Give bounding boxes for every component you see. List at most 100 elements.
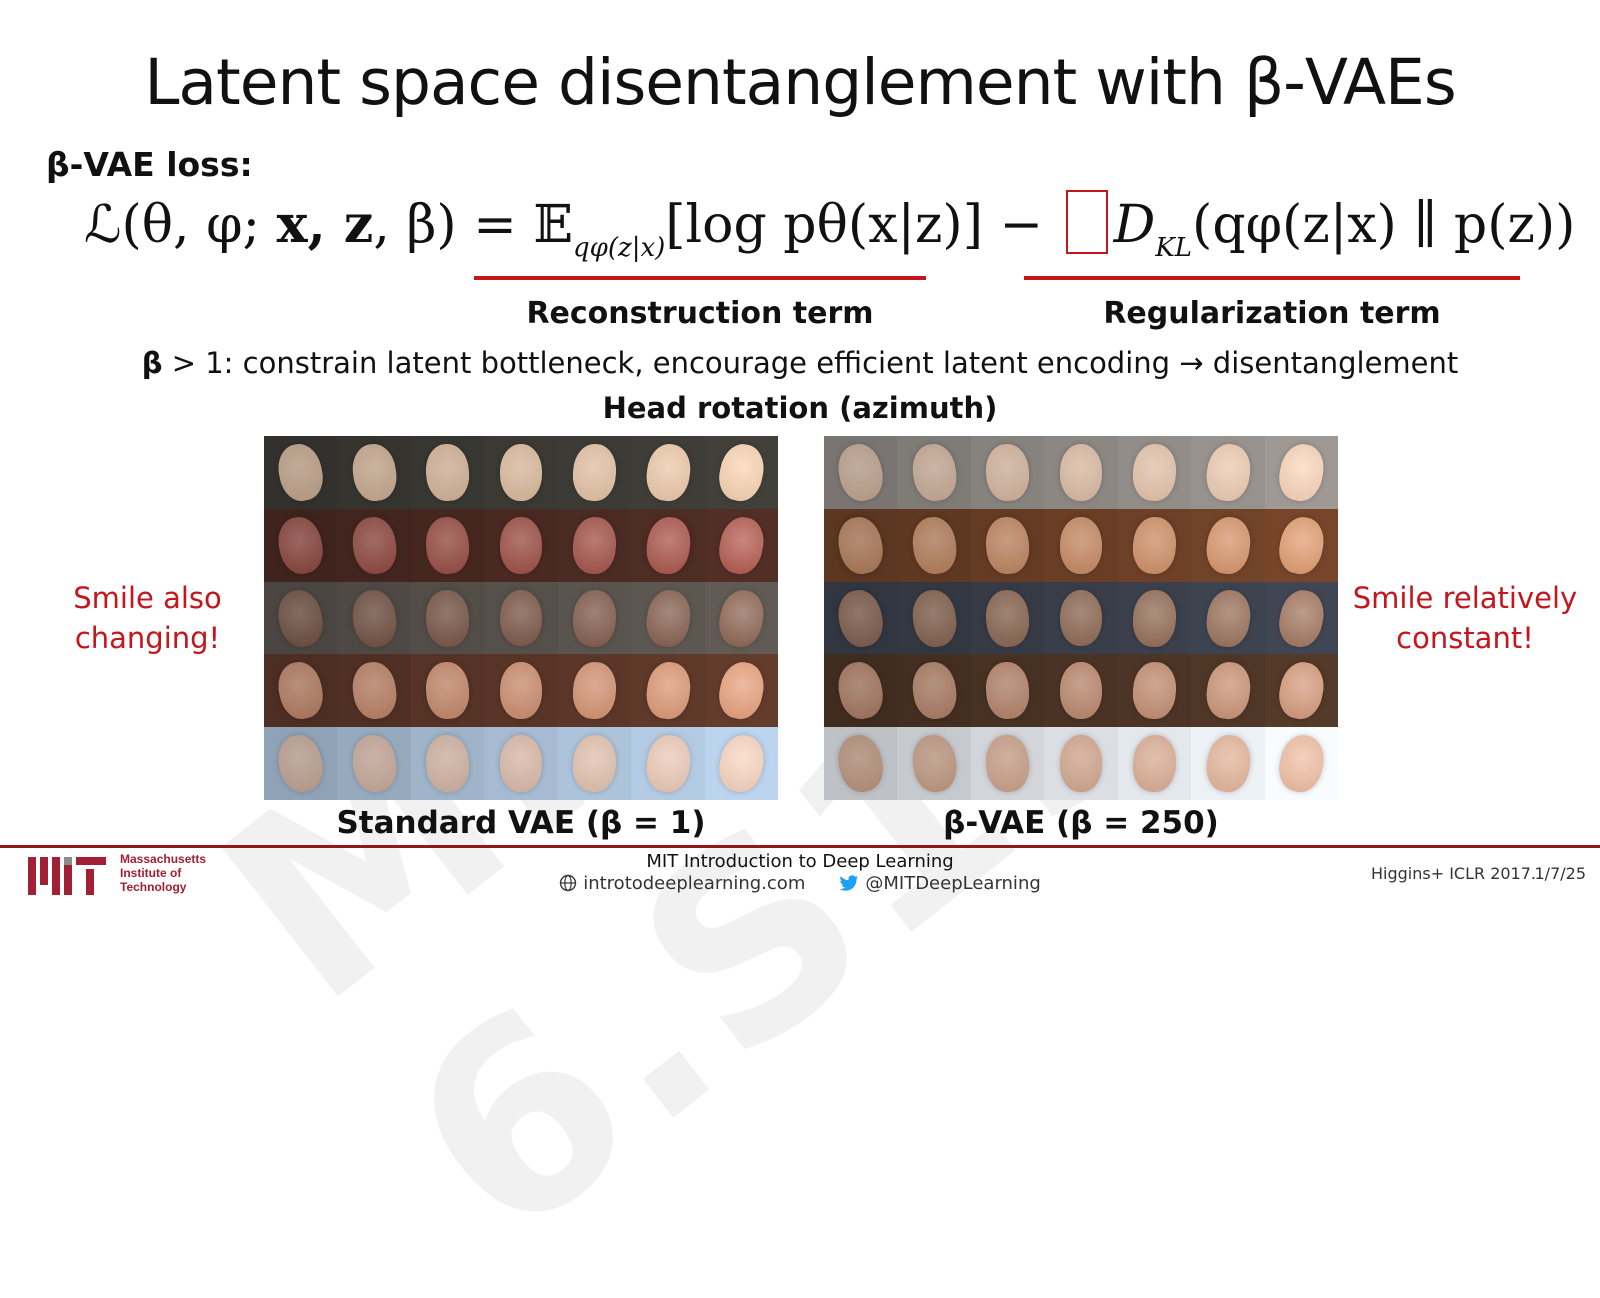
face-head — [1059, 662, 1103, 720]
standard-vae-caption: Standard VAE (β = 1) — [336, 805, 706, 841]
face-head — [1274, 585, 1329, 651]
slide-title: Latent space disentanglement with β-VAEs — [144, 46, 1456, 119]
face-head — [1274, 658, 1329, 723]
face-thumbnail — [337, 654, 411, 728]
face-thumbnail — [557, 436, 632, 509]
formula-kl-sub: KL — [1155, 233, 1193, 263]
face-head — [642, 659, 693, 722]
formula-kl: D — [1113, 195, 1156, 255]
face-thumbnail — [484, 508, 558, 582]
face-thumbnail — [1044, 436, 1118, 509]
face-thumbnail — [970, 727, 1045, 800]
face-head — [984, 660, 1031, 721]
face-thumbnail — [704, 581, 778, 655]
face-head — [424, 660, 471, 721]
face-head — [909, 514, 960, 577]
face-thumbnail — [897, 581, 971, 655]
face-head — [714, 585, 769, 651]
regularization-term-label: Regularization term — [1103, 296, 1441, 331]
face-thumbnail — [410, 654, 485, 728]
face-thumbnail — [897, 727, 971, 800]
face-thumbnail — [1191, 727, 1265, 800]
formula-expectation: 𝔼 — [533, 195, 573, 255]
face-head — [1131, 588, 1178, 648]
mit-line3: Technology — [120, 880, 187, 894]
face-thumbnail — [484, 654, 558, 728]
face-head — [349, 514, 400, 577]
face-thumbnail — [970, 581, 1045, 655]
face-head — [833, 440, 888, 505]
face-thumbnail — [484, 727, 558, 800]
face-head — [1274, 512, 1329, 578]
face-head — [499, 444, 543, 501]
face-head — [1202, 732, 1253, 795]
formula-lhs-vars: x, z — [276, 194, 374, 255]
formula-lhs-end: , β) = — [373, 195, 534, 255]
face-thumbnail — [484, 436, 558, 509]
face-thumbnail — [484, 581, 558, 655]
face-head — [1274, 731, 1329, 796]
face-thumbnail — [631, 581, 705, 655]
face-head — [349, 659, 400, 722]
face-head — [833, 512, 888, 578]
face-thumbnail — [824, 654, 898, 728]
face-thumbnail — [631, 654, 705, 728]
head-rotation-label: Head rotation (azimuth) — [602, 391, 998, 425]
face-thumbnail — [631, 727, 705, 800]
face-head — [1131, 442, 1178, 503]
face-thumbnail — [557, 654, 632, 728]
face-head — [571, 515, 618, 575]
standard-vae-face-grid — [264, 436, 778, 800]
face-head — [499, 516, 543, 574]
face-head — [273, 585, 328, 651]
face-head — [499, 735, 543, 792]
face-thumbnail — [824, 727, 898, 800]
face-head — [1059, 735, 1103, 792]
face-head — [909, 586, 960, 650]
reconstruction-underline — [474, 276, 926, 280]
face-head — [833, 658, 888, 723]
face-head — [642, 732, 693, 795]
slide-date: 1/7/25 — [1534, 864, 1587, 883]
face-head — [1274, 440, 1329, 505]
face-thumbnail — [1044, 727, 1118, 800]
face-head — [984, 733, 1031, 794]
face-thumbnail — [410, 508, 485, 582]
face-thumbnail — [337, 581, 411, 655]
face-head — [833, 585, 888, 651]
course-title: MIT Introduction to Deep Learning — [646, 851, 954, 872]
website-link[interactable]: introtodeeplearning.com — [583, 873, 806, 894]
face-head — [424, 733, 471, 794]
face-thumbnail — [1117, 727, 1192, 800]
reconstruction-term-label: Reconstruction term — [526, 296, 874, 331]
beta-note-symbol: β — [141, 346, 163, 380]
face-head — [984, 442, 1031, 503]
face-thumbnail — [1044, 581, 1118, 655]
twitter-handle[interactable]: @MITDeepLearning — [865, 873, 1041, 894]
citation: Higgins+ ICLR 2017. — [1370, 864, 1536, 883]
face-thumbnail — [1191, 654, 1265, 728]
face-thumbnail — [557, 508, 632, 582]
face-thumbnail — [1264, 581, 1338, 655]
beta-note-text: > 1: constrain latent bottleneck, encour… — [162, 346, 1459, 380]
face-head — [499, 662, 543, 720]
mit-line1: Massachusetts — [120, 852, 207, 866]
face-head — [642, 514, 693, 577]
face-head — [1059, 589, 1103, 647]
face-head — [349, 441, 400, 504]
face-head — [1202, 441, 1253, 504]
face-thumbnail — [337, 508, 411, 582]
face-head — [424, 588, 471, 648]
face-head — [1059, 516, 1103, 574]
face-thumbnail — [824, 436, 898, 509]
face-thumbnail — [704, 508, 778, 582]
face-head — [642, 586, 693, 650]
face-thumbnail — [1191, 508, 1265, 582]
face-thumbnail — [557, 727, 632, 800]
face-thumbnail — [631, 508, 705, 582]
face-head — [349, 732, 400, 795]
face-thumbnail — [1117, 508, 1192, 582]
face-thumbnail — [631, 436, 705, 509]
right-note-line2: constant! — [1396, 621, 1534, 655]
globe-icon — [560, 874, 577, 892]
